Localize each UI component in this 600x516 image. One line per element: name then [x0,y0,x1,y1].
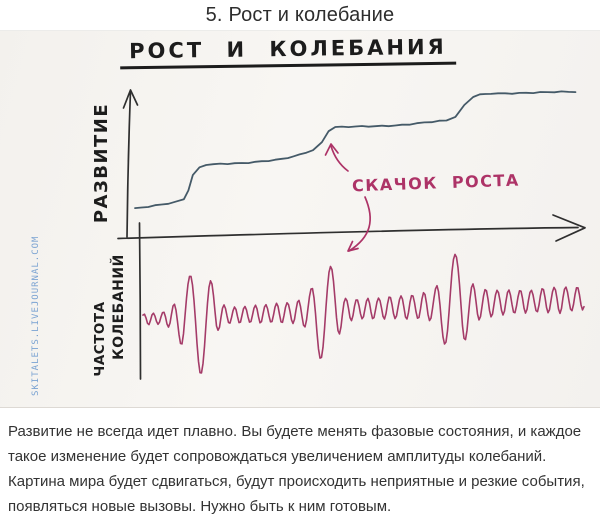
y-axis-label-frequency-line2: КОЛЕБАНИЙ [110,254,127,360]
y-axis-line [126,90,132,238]
caption-text: Развитие не всегда идет плавно. Вы будет… [8,423,585,515]
growth-step-arrow [330,145,349,172]
oscillation-burst-arrow [348,196,372,252]
x-axis-line [117,226,579,240]
oscillation-axis-line [138,222,142,380]
y-axis-arrowhead-icon [122,89,139,109]
oscillation-waveform [142,253,585,374]
y-axis-label-frequency-line1: ЧАСТОТА [92,301,108,376]
annotation-growth-spike: СКАЧОК РОСТА [352,171,520,196]
growth-curve [134,90,577,209]
sketch-svg: СКАЧОК РОСТА РАЗВИТИЕ ЧАСТОТА КОЛЕБАНИЙ [91,89,586,380]
oscillation-burst-arrowhead-icon [347,240,359,252]
x-axis-arrowhead-icon [552,214,586,242]
page-title: 5. Рост и колебание [205,4,395,26]
growth-step-arrowhead-icon [324,143,339,156]
y-axis-label-development: РАЗВИТИЕ [91,103,112,223]
sketch-photo: SKITALETS.LIVEJOURNAL.COM РОСТ И КОЛЕБАН… [0,30,600,408]
curves-group [134,90,585,374]
